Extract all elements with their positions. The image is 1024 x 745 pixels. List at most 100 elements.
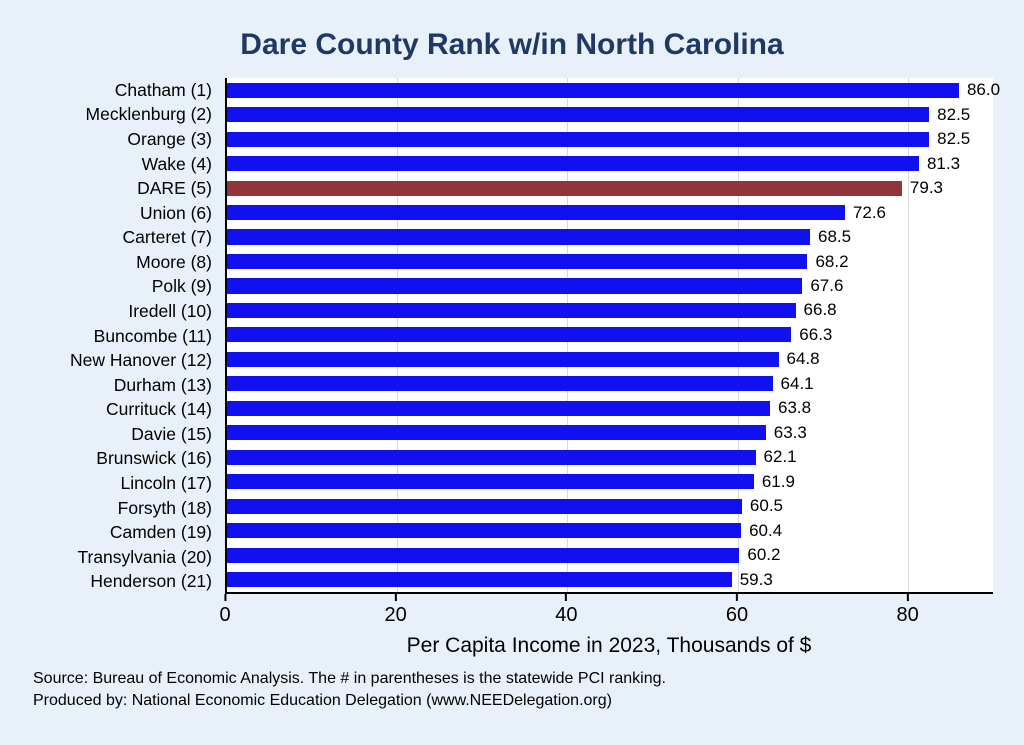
bar-row: 63.8	[227, 396, 993, 420]
category-labels: Chatham (1) Mecklenburg (2) Orange (3) Wake…	[0, 78, 212, 594]
category-label: Currituck (14)	[106, 399, 212, 420]
bar-row: 86.0	[227, 78, 1000, 102]
value-label: 63.8	[778, 398, 812, 418]
bar-row: 63.3	[227, 421, 993, 445]
bar-row: 68.2	[227, 249, 993, 273]
tick-mark	[736, 594, 738, 601]
value-label: 59.3	[739, 569, 773, 589]
category-label: Orange (3)	[127, 128, 212, 149]
produced-line: Produced by: National Economic Education…	[33, 692, 612, 710]
x-axis-ticks: 0 20 40 60 80	[219, 594, 993, 634]
bar-row: 59.3	[227, 567, 993, 591]
value-label: 68.2	[815, 251, 849, 271]
x-tick: 80	[897, 594, 919, 627]
bar	[227, 327, 792, 343]
category-label: Brunswick (16)	[96, 448, 212, 469]
value-label: 60.4	[749, 520, 783, 540]
bar	[227, 82, 959, 98]
category-label: Union (6)	[140, 202, 212, 223]
bar	[227, 302, 796, 319]
value-label: 62.1	[763, 447, 797, 467]
value-label: 67.6	[810, 275, 844, 295]
x-tick: 0	[219, 594, 231, 627]
bar	[227, 131, 930, 147]
bar	[227, 474, 754, 490]
plot-area: 86.0 82.5 82.5 81.3 79.3 72.6 68.5 68.2 67.6 66.8…	[225, 78, 1000, 594]
tick-label: 0	[219, 604, 231, 626]
value-label: 86.0	[966, 80, 1001, 100]
bar-row: 64.8	[227, 347, 993, 371]
x-tick: 60	[726, 594, 748, 627]
category-label: DARE (5)	[137, 178, 212, 199]
gridline	[907, 78, 909, 592]
bar-row: 62.1	[227, 445, 993, 469]
value-label: 66.8	[803, 300, 837, 320]
category-label: Lincoln (17)	[120, 473, 212, 494]
bar	[227, 351, 779, 367]
tick-mark	[565, 594, 568, 601]
bar	[227, 547, 740, 563]
chart-title: Dare County Rank w/in North Carolina	[240, 28, 784, 61]
bar-row: 61.9	[227, 470, 993, 494]
bar	[227, 572, 732, 588]
category-label: Forsyth (18)	[117, 497, 212, 518]
category-label: Moore (8)	[136, 251, 212, 272]
tick-label: 20	[384, 604, 407, 626]
bar-rows: 86.0 82.5 82.5 81.3 79.3 72.6 68.5 68.2 67.6 66.8…	[227, 78, 1000, 592]
x-axis-title: Per Capita Income in 2023, Thousands of …	[406, 634, 812, 657]
bar	[227, 107, 930, 123]
highlight-bar	[227, 180, 902, 196]
bar-row: 68.5	[227, 225, 993, 249]
category-label: Henderson (21)	[90, 571, 212, 592]
category-label: Durham (13)	[113, 374, 212, 395]
value-label: 64.1	[780, 373, 814, 393]
category-label: Iredell (10)	[128, 300, 212, 321]
bar-row: 60.5	[227, 494, 993, 518]
bar	[227, 278, 803, 294]
value-label: 82.5	[937, 104, 971, 124]
x-tick: 20	[385, 594, 407, 627]
bar-row: 67.6	[227, 274, 993, 298]
bar-row: 79.3	[227, 176, 993, 200]
tick-mark	[394, 594, 397, 601]
category-label: Polk (9)	[151, 276, 212, 297]
value-label: 60.2	[747, 545, 781, 565]
category-label: Davie (15)	[131, 423, 212, 444]
value-label: 79.3	[909, 178, 944, 198]
bar	[227, 156, 919, 172]
bar-row: 60.4	[227, 518, 993, 542]
bar	[227, 498, 742, 514]
category-label: Transylvania (20)	[77, 546, 212, 567]
tick-label: 60	[725, 604, 749, 626]
tick-label: 80	[896, 604, 919, 626]
bar	[227, 449, 756, 465]
value-label: 82.5	[937, 129, 971, 149]
value-label: 68.5	[818, 227, 852, 247]
bar	[227, 204, 845, 221]
x-tick: 40	[555, 594, 577, 627]
category-label: Mecklenburg (2)	[85, 104, 212, 125]
bar-row: 82.5	[227, 127, 993, 151]
category-label: Camden (19)	[109, 522, 212, 543]
category-label: New Hanover (12)	[70, 350, 212, 371]
bar-row: 72.6	[227, 200, 993, 224]
chart-footer: Source: Bureau of Economic Analysis. The…	[33, 668, 666, 713]
bar	[227, 523, 742, 539]
value-label: 81.3	[926, 153, 961, 173]
bar-row: 60.2	[227, 543, 993, 567]
bar	[227, 229, 810, 245]
category-label: Carteret (7)	[122, 227, 212, 248]
bar	[227, 376, 773, 392]
bar-row: 66.3	[227, 323, 993, 347]
value-label: 64.8	[786, 349, 820, 369]
bar-row: 81.3	[227, 151, 993, 175]
value-label: 66.3	[799, 324, 833, 344]
bar	[227, 425, 766, 441]
source-line: Source: Bureau of Economic Analysis. The…	[33, 670, 666, 687]
category-label: Buncombe (11)	[93, 325, 212, 346]
tick-mark	[224, 594, 226, 601]
value-label: 72.6	[852, 202, 886, 222]
tick-mark	[906, 594, 909, 601]
category-label: Chatham (1)	[114, 79, 212, 100]
